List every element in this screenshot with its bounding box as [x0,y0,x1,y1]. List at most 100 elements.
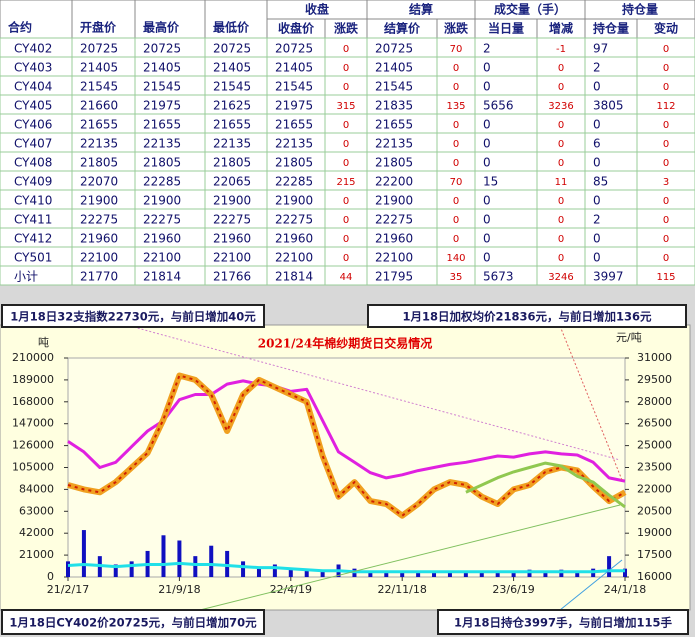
cell-text: 0 [593,232,601,246]
cell-text: 0 [343,253,349,264]
volume-bar [416,572,421,577]
cell-text: 85 [593,175,608,189]
volume-bar [384,572,389,577]
annotation-text: 1月18日加权均价21836元，与前日增加136元 [402,310,652,324]
cell-text: 21766 [213,270,251,284]
volume-bar [559,569,564,577]
y2-axis-label: 元/吨 [616,331,642,344]
x-tick-label: 21/2/17 [47,583,89,596]
cell-text: 21814 [143,270,181,284]
volume-bar [225,550,230,577]
cell-text: 21655 [213,118,251,132]
cell-text: 21960 [375,232,413,246]
cell-text: 22275 [213,213,251,227]
cell-text: 0 [483,137,491,151]
y2-tick-label: 19000 [637,526,672,539]
y-axis-label: 吨 [38,336,49,349]
cell-text: 21814 [275,270,313,284]
cell-text: 0 [453,139,459,150]
cell-text: 0 [483,213,491,227]
y2-tick-label: 31000 [637,351,672,364]
cell-text: 6 [593,137,601,151]
annotation-text: 1月18日持仓3997手，与前日增加115手 [454,616,673,630]
table: 合约 开盘价 最高价 最低价收盘 结算 成交量（手） 持仓量收盘价 涨跌 结算价 涨跌 当日量 增减持… [0,0,695,286]
chart-title: 2021/24年棉纱期货日交易情况 [258,336,432,351]
cell-text: 3 [663,177,669,188]
cell-text: 0 [593,80,601,94]
volume-bar [304,570,309,577]
cell-text: 22135 [375,137,413,151]
cell-text: 21960 [80,232,118,246]
cell [636,265,695,286]
header-text: 合约 [8,20,32,35]
cell-text: 0 [558,196,564,207]
cell-text: CY404 [14,80,52,94]
cell-text: 22275 [80,213,118,227]
annotation-text: 1月18日32支指数22730元，与前日增加40元 [10,310,256,324]
cell-text: 21975 [143,99,181,113]
group-text: 持仓量 [622,2,658,17]
cell-text: 0 [663,44,669,55]
cell-text: 0 [453,158,459,169]
plot-area [67,357,626,578]
cell-text: 21625 [213,99,251,113]
cell-text: CY409 [14,175,52,189]
cell-text: 21770 [80,270,118,284]
cell-text: 44 [340,272,353,283]
header-text: 最高价 [143,20,180,35]
cell-text: 0 [343,63,349,74]
cell-text: 115 [656,272,675,283]
cell-text: 15 [483,175,498,189]
cell-text: 21900 [275,194,313,208]
subheader-text: 涨跌 [444,21,469,36]
cell-text: 21655 [143,118,181,132]
subheader-text: 持仓量 [593,21,629,36]
cell-text: CY501 [14,251,52,265]
cell-text: 21805 [143,156,181,170]
cell-text: 0 [663,253,669,264]
cell-text: 21655 [275,118,313,132]
cell-text: 0 [343,82,349,93]
cell-text: 21545 [143,80,181,94]
volume-bar [113,564,118,577]
cell-text: 21805 [80,156,118,170]
cell-text: 0 [558,120,564,131]
cell-text: 0 [558,215,564,226]
cell-text: CY411 [14,213,52,227]
cell-text: 21545 [80,80,118,94]
y2-tick-label: 20500 [637,504,672,517]
y2-tick-label: 16000 [637,570,672,583]
cell-text: 0 [663,158,669,169]
cell-text: 135 [446,101,465,112]
cell-text: 0 [483,194,491,208]
cell-text: 21660 [80,99,118,113]
cell-text: 22285 [275,175,313,189]
cell-text: 0 [663,215,669,226]
volume-bar [479,570,484,577]
cell-text: 0 [663,120,669,131]
cell-text: 0 [343,44,349,55]
x-tick-label: 24/1/18 [604,583,646,596]
series-line [465,461,626,509]
cell-text: 5656 [483,99,514,113]
chart: 2021/24年棉纱期货日交易情况 吨 元/吨 0 21000 42000 63000… [1,304,689,635]
cell-text: 0 [558,234,564,245]
cell-text: 0 [343,215,349,226]
cell-text: 22275 [143,213,181,227]
volume-bar [256,566,261,577]
group-text: 成交量（手） [494,2,566,17]
cell-text: 0 [453,196,459,207]
volume-bar [432,571,437,577]
cell-text: 小计 [14,270,38,284]
volume-bar [400,571,405,577]
cell-text: 22100 [80,251,118,265]
cell-text: CY406 [14,118,52,132]
y-tick-label: 189000 [12,373,54,386]
volume-bar [575,571,580,577]
cell-text: 0 [453,63,459,74]
cell-text: 140 [446,253,465,264]
volume-bar [511,570,516,577]
cell-text: 21900 [80,194,118,208]
y-tick-label: 84000 [19,482,54,495]
subheader-text: 收盘价 [278,21,315,36]
